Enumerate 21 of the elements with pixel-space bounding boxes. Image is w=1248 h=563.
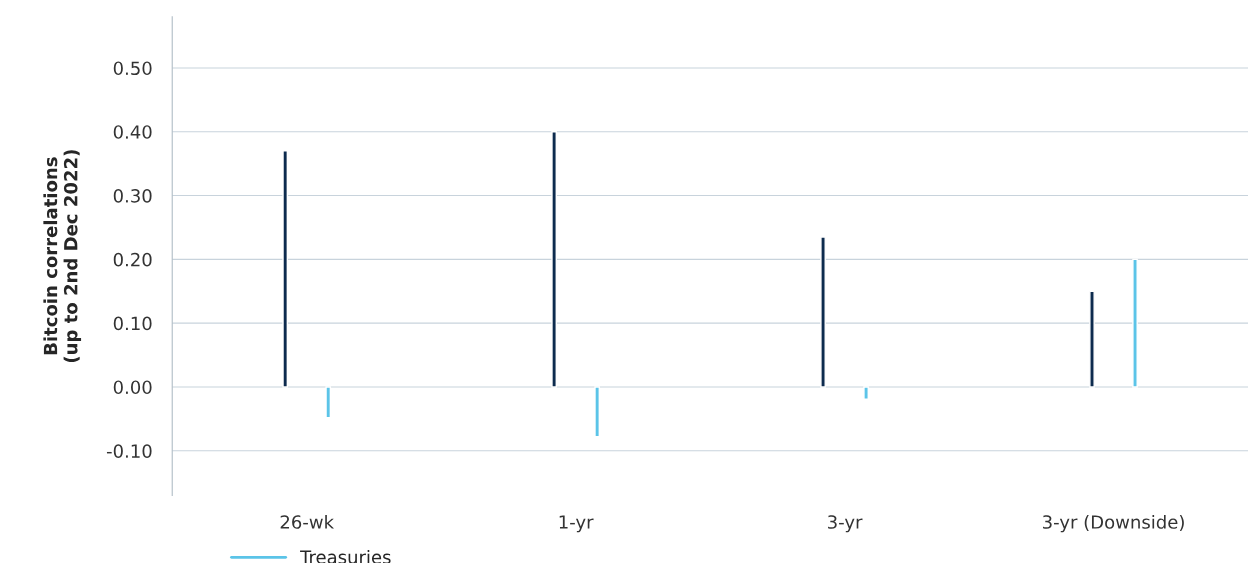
y-tick-label: 0.10: [113, 316, 152, 331]
x-tick-label: 26-wk: [280, 514, 334, 529]
y-tick-label: -0.10: [106, 444, 152, 458]
y-tick-label: 0.20: [113, 252, 152, 267]
legend-label: Treasuries: [300, 549, 391, 563]
bar: [1132, 258, 1138, 388]
bar: [325, 386, 332, 419]
bar: [594, 386, 601, 438]
bar: [820, 236, 826, 388]
y-tick-label: 0.00: [113, 380, 152, 395]
bar: [863, 386, 869, 400]
bar: [282, 150, 289, 388]
y-tick-label: 0.30: [113, 189, 152, 203]
x-tick-label: 3-yr: [828, 515, 863, 533]
y-tick-label: 0.50: [113, 61, 152, 76]
bar: [551, 131, 557, 388]
y-axis-title: Bitcoin correlations (up to 2nd Dec 2022): [43, 150, 82, 363]
x-tick-label: 3-yr (Downside): [1043, 514, 1184, 533]
x-tick-label: 1-yr: [559, 515, 594, 533]
bar: [1089, 290, 1095, 388]
y-tick-label: 0.40: [113, 125, 152, 139]
